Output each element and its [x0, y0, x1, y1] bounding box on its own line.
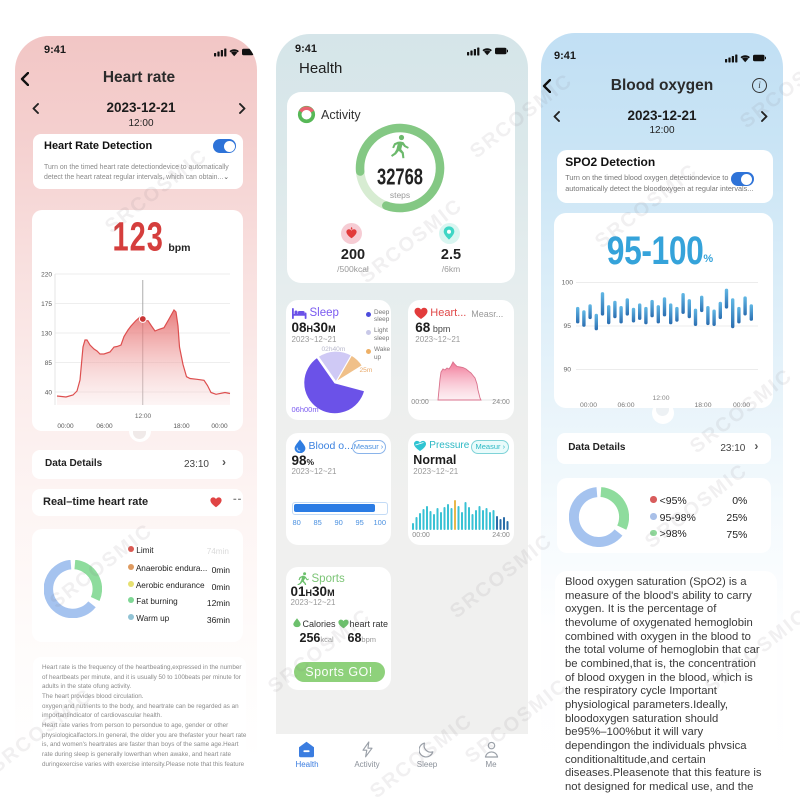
svg-text:06:00: 06:00 [96, 423, 113, 430]
svg-text:18:00: 18:00 [173, 423, 190, 430]
svg-text:18:00: 18:00 [694, 402, 711, 408]
svg-text:95: 95 [563, 323, 571, 330]
svg-text:40: 40 [45, 390, 53, 397]
svg-text:12:00: 12:00 [135, 413, 152, 420]
svg-text:130: 130 [41, 331, 52, 338]
svg-text:90: 90 [563, 366, 571, 373]
svg-text:00:00: 00:00 [57, 423, 74, 430]
svg-text:85: 85 [45, 360, 53, 367]
svg-text:220: 220 [41, 272, 52, 279]
svg-text:12:00: 12:00 [652, 395, 669, 402]
svg-text:06:00: 06:00 [617, 402, 634, 408]
svg-text:175: 175 [41, 301, 52, 308]
svg-text:00:00: 00:00 [211, 423, 228, 430]
svg-text:100: 100 [562, 279, 574, 286]
svg-text:00:00: 00:00 [580, 402, 597, 408]
svg-text:00:00: 00:00 [733, 402, 750, 408]
